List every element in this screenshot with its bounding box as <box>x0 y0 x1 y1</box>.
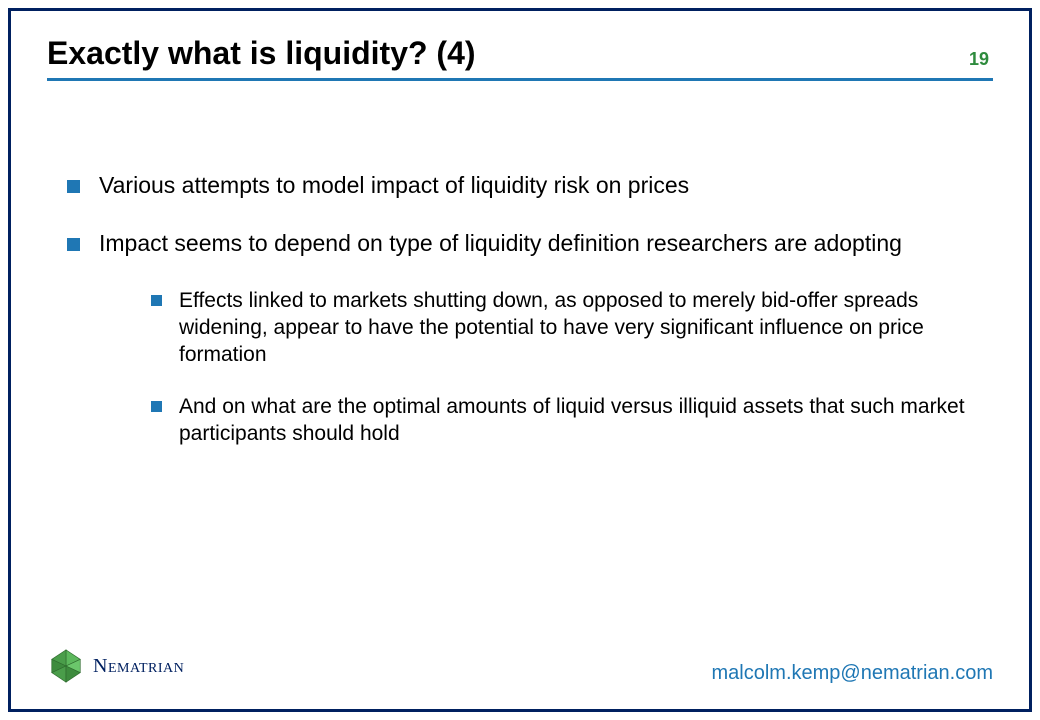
page-number: 19 <box>969 49 993 72</box>
sub-bullet-list: Effects linked to markets shutting down,… <box>99 287 993 447</box>
slide-footer: Nematrian malcolm.kemp@nematrian.com <box>47 647 993 689</box>
sub-bullet-text: And on what are the optimal amounts of l… <box>179 395 965 445</box>
bullet-text: Various attempts to model impact of liqu… <box>99 172 689 198</box>
bullet-text: Impact seems to depend on type of liquid… <box>99 230 902 256</box>
brand-logo: Nematrian <box>47 647 184 685</box>
sub-bullet-text: Effects linked to markets shutting down,… <box>179 289 924 367</box>
sub-bullet-item: Effects linked to markets shutting down,… <box>151 287 993 369</box>
slide-frame: Exactly what is liquidity? (4) 19 Variou… <box>8 8 1032 712</box>
bullet-item: Impact seems to depend on type of liquid… <box>67 229 993 447</box>
contact-email: malcolm.kemp@nematrian.com <box>712 662 994 685</box>
slide-title: Exactly what is liquidity? (4) <box>47 35 476 72</box>
bullet-item: Various attempts to model impact of liqu… <box>67 171 993 201</box>
slide-content: Various attempts to model impact of liqu… <box>47 171 993 647</box>
bullet-list: Various attempts to model impact of liqu… <box>47 171 993 447</box>
polyhedron-icon <box>47 647 85 685</box>
brand-name: Nematrian <box>93 655 184 678</box>
slide-header: Exactly what is liquidity? (4) 19 <box>47 35 993 81</box>
sub-bullet-item: And on what are the optimal amounts of l… <box>151 393 993 448</box>
